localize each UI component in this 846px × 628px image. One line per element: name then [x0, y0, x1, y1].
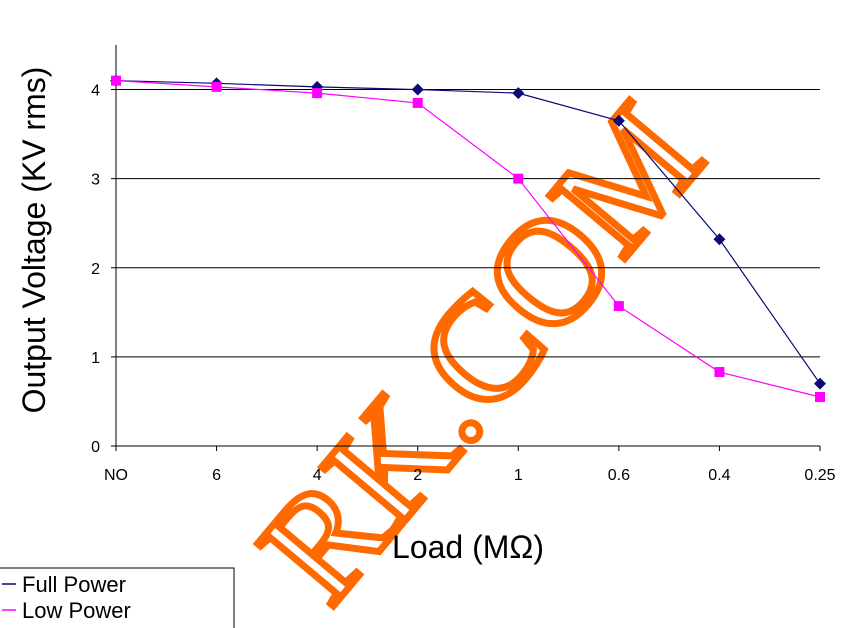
data-point	[211, 81, 222, 92]
data-point	[815, 391, 825, 402]
legend-label: Full Power	[22, 572, 126, 597]
x-tick-label: 2	[413, 467, 422, 484]
axes	[111, 45, 821, 451]
y-tick-label: 2	[91, 261, 100, 278]
data-point	[411, 83, 424, 96]
y-tick-labels: 0 1 2 3 4	[91, 83, 100, 456]
series-line	[115, 80, 821, 398]
data-point	[412, 97, 423, 108]
y-tick-label: 1	[91, 350, 100, 367]
series-low-power	[111, 75, 825, 402]
x-tick-label: 0.25	[804, 467, 835, 484]
series-line	[115, 80, 821, 384]
gridlines	[116, 89, 820, 358]
y-axis-title: Output Voltage (KV rms)	[16, 67, 52, 414]
legend-box	[0, 567, 235, 628]
x-tick-label: 0.4	[708, 467, 730, 484]
data-point	[713, 233, 726, 246]
data-point	[613, 301, 624, 312]
data-point	[814, 377, 826, 390]
data-point	[111, 75, 121, 86]
data-point	[312, 88, 323, 99]
x-tick-label: 1	[514, 467, 523, 484]
x-tick-label: 0.6	[608, 467, 630, 484]
legend-label: Low Power	[22, 598, 131, 623]
data-point	[513, 173, 524, 184]
x-axis-title: Load (MΩ)	[392, 529, 544, 565]
series-full-power	[110, 74, 826, 390]
y-tick-label: 0	[91, 439, 100, 456]
x-tick-label: NO	[104, 467, 128, 484]
series-group	[110, 74, 826, 402]
data-point	[612, 114, 625, 127]
x-tick-labels: NO 6 4 2 1 0.6 0.4 0.25	[104, 467, 836, 484]
x-tick-label: 4	[313, 467, 322, 484]
data-point	[714, 367, 725, 378]
data-point	[512, 87, 525, 100]
y-tick-label: 3	[91, 172, 100, 189]
x-tick-label: 6	[212, 467, 221, 484]
y-tick-label: 4	[91, 83, 100, 100]
